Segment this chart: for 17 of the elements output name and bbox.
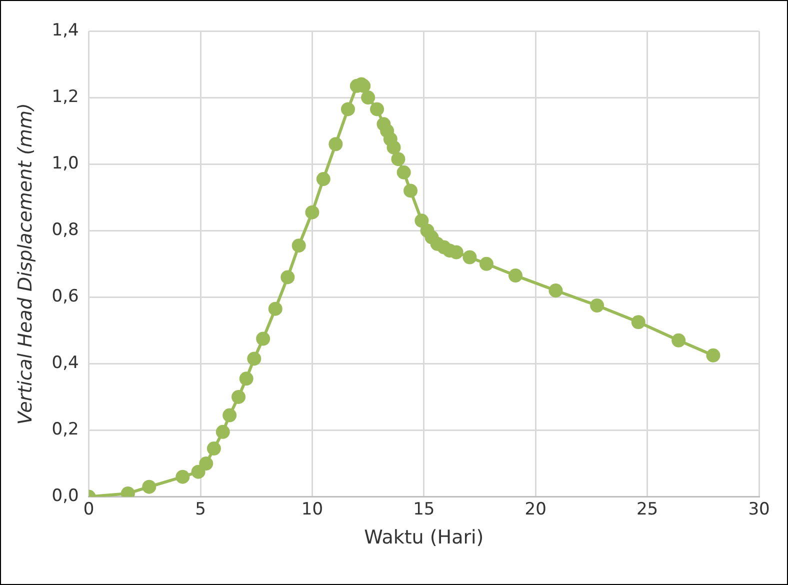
y-tick-label: 0,8	[52, 220, 79, 240]
x-tick-label: 5	[195, 499, 206, 520]
x-tick-label: 0	[83, 499, 94, 520]
x-axis-title: Waktu (Hari)	[364, 526, 484, 549]
y-axis-title: Vertical Head Displacement (mm)	[14, 103, 36, 425]
y-tick-label: 0,0	[52, 486, 79, 506]
y-tick-label: 1,0	[52, 154, 79, 174]
x-tick-label: 15	[413, 499, 435, 520]
y-tick-label: 0,4	[52, 353, 79, 374]
x-tick-label: 30	[748, 499, 770, 520]
y-tick-label: 1,2	[52, 86, 79, 107]
y-tick-label: 0,2	[52, 420, 79, 440]
x-tick-label: 20	[524, 499, 546, 520]
x-tick-label: 10	[301, 499, 324, 520]
y-tick-label: 0,6	[52, 286, 79, 307]
x-tick-label: 25	[636, 499, 658, 520]
y-tick-label: 1,4	[52, 20, 79, 40]
